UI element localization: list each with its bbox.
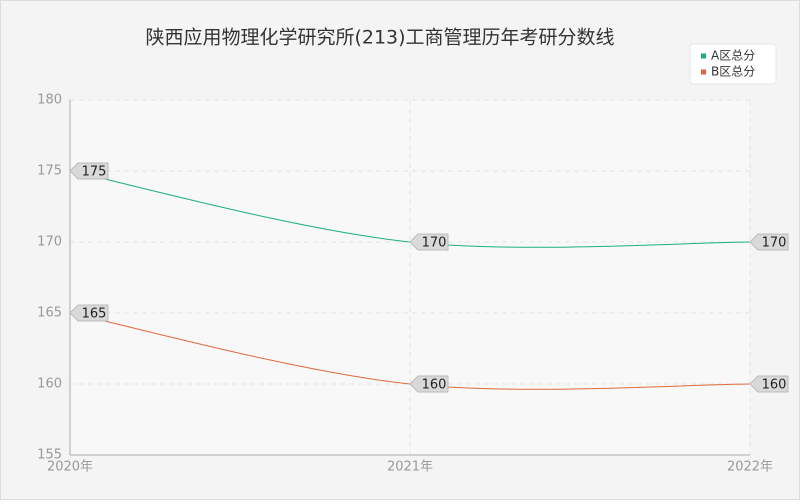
legend-swatch	[701, 69, 706, 75]
label-tag	[69, 304, 109, 322]
label-tag	[749, 233, 789, 251]
x-tick-label: 2022年	[727, 460, 773, 475]
y-tick-label: 170	[37, 235, 62, 250]
label-tag	[749, 375, 789, 393]
data-label: 170	[422, 236, 447, 251]
y-tick-label: 160	[37, 377, 62, 392]
legend-label: A区总分	[711, 49, 755, 63]
label-tag	[409, 233, 449, 251]
data-label: 175	[82, 165, 107, 180]
legend-box	[689, 43, 777, 85]
plot-area	[70, 100, 750, 455]
data-label: 170	[762, 236, 787, 251]
x-tick-label: 2020年	[47, 460, 93, 475]
label-tag	[69, 162, 109, 180]
legend-label: B区总分	[711, 65, 755, 79]
y-tick-label: 175	[37, 164, 62, 179]
legend: A区总分 B区总分	[689, 43, 777, 85]
y-tick-label: 180	[37, 93, 62, 108]
data-label: 160	[762, 378, 787, 393]
y-tick-label: 165	[37, 306, 62, 321]
legend-swatch	[701, 53, 706, 59]
data-label: 165	[82, 307, 107, 322]
x-tick-label: 2021年	[387, 460, 433, 475]
chart-title: 陕西应用物理化学研究所(213)工商管理历年考研分数线	[145, 27, 614, 49]
label-tag	[409, 375, 449, 393]
data-label: 160	[422, 378, 447, 393]
y-tick-label: 155	[37, 448, 62, 463]
